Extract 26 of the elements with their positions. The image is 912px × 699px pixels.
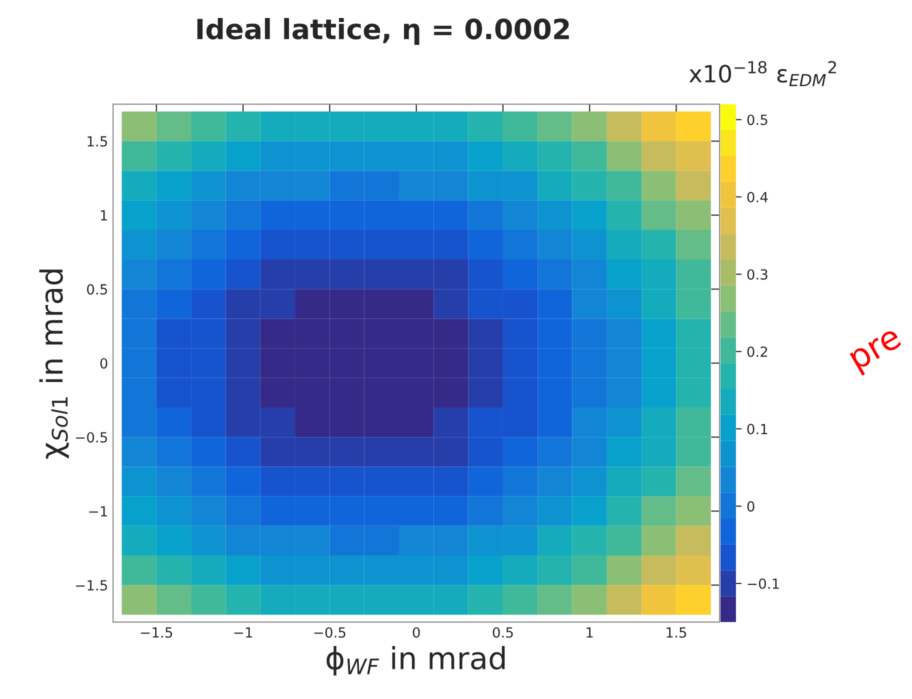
chart-title: Ideal lattice, η = 0.0002 — [197, 18, 569, 45]
text: pre — [850, 328, 906, 376]
y-tick-label: 1 — [100, 210, 107, 220]
x-tick-label: −1.5 — [141, 627, 172, 638]
x-tick-label: 1 — [586, 627, 593, 638]
x-tick-label: −0.5 — [314, 627, 346, 638]
color-bar-label: −0.1 — [748, 578, 779, 589]
color-bar-label: 0.3 — [747, 269, 768, 280]
color-bar-label: 0.2 — [747, 346, 768, 358]
y-tick-label: 0 — [100, 358, 108, 369]
y-tick-label: 1.5 — [88, 136, 108, 147]
y-tick-label: −1.5 — [76, 580, 108, 591]
color-bar-label: 0.1 — [747, 424, 768, 434]
x-tick-label: −1 — [234, 627, 252, 638]
x-tick-label: 1.5 — [666, 627, 686, 638]
x-axis-title: ϕ$_{WF}$ in mrad — [326, 646, 505, 676]
color-bar-label: 0.4 — [747, 192, 768, 202]
x-tick-label: 0 — [412, 627, 420, 638]
x-tick-label: 0.5 — [492, 627, 513, 638]
color-bar-title: x10$^{−18}$ ε$_{EDM}$$^{2}$ — [689, 60, 836, 86]
y-tick-label: 0.5 — [87, 284, 108, 295]
color-bar-label: 0 — [747, 501, 754, 512]
y-axis-title: χ$_{Sol1}$ in mrad — [39, 270, 69, 459]
y-tick-label: −0.5 — [76, 432, 108, 443]
y-tick-label: −1 — [89, 506, 107, 516]
color-bar-label: 0.5 — [747, 114, 768, 126]
